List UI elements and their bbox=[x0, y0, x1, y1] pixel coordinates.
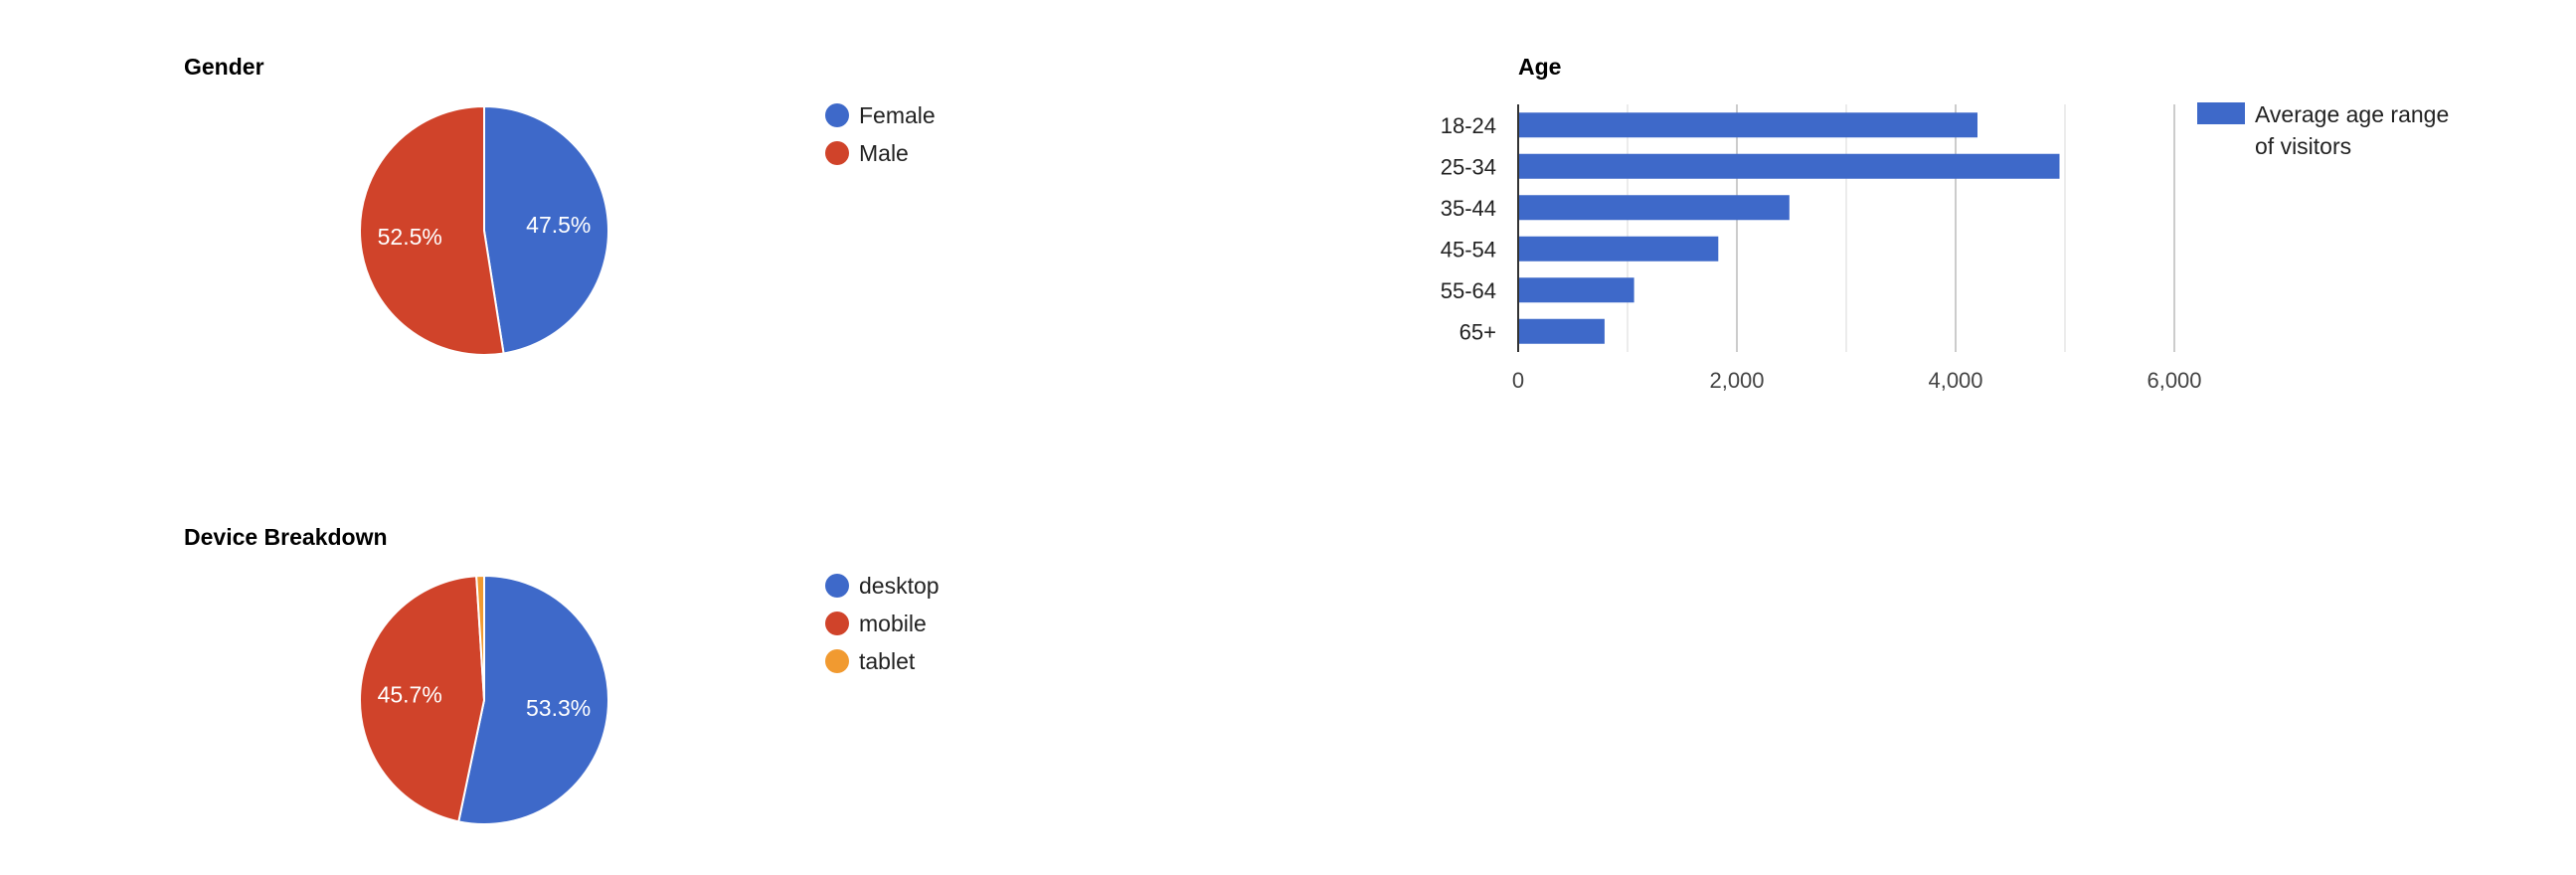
legend-label-tablet: tablet bbox=[859, 647, 916, 674]
device-chart-title: Device Breakdown bbox=[184, 524, 388, 550]
legend-label-desktop: desktop bbox=[859, 572, 940, 599]
category-label-18-24: 18-24 bbox=[1441, 113, 1496, 138]
gender-chart-title: Gender bbox=[184, 54, 264, 80]
category-label-25-34: 25-34 bbox=[1441, 154, 1496, 179]
legend-label-age: Average age range of visitors bbox=[2255, 98, 2449, 162]
x-tick-label: 6,000 bbox=[2147, 368, 2201, 393]
age-chart-title: Age bbox=[1518, 54, 1562, 80]
age-legend[interactable]: Average age range of visitors bbox=[2197, 98, 2466, 162]
gender-slice-label-Female: 47.5% bbox=[526, 212, 591, 238]
legend-label-male: Male bbox=[859, 139, 909, 166]
gender-slice-Male[interactable] bbox=[359, 104, 505, 356]
category-label-65+: 65+ bbox=[1460, 319, 1496, 344]
device-pie-chart: 53.3% 45.7% bbox=[359, 574, 609, 825]
gender-slice-label-Male: 52.5% bbox=[378, 224, 442, 250]
bar-45-54[interactable] bbox=[1518, 236, 1719, 262]
device-slice-desktop[interactable] bbox=[457, 574, 609, 825]
legend-swatch-age bbox=[2197, 102, 2245, 124]
legend-dot-female bbox=[825, 103, 849, 127]
device-slice-tablet[interactable] bbox=[475, 574, 485, 701]
device-slice-label-mobile: 45.7% bbox=[378, 682, 442, 708]
legend-item-female[interactable]: Female bbox=[825, 96, 936, 134]
legend-label-age-line2: of visitors bbox=[2255, 133, 2352, 159]
bar-18-24[interactable] bbox=[1518, 112, 1977, 138]
legend-dot-tablet bbox=[825, 649, 849, 673]
legend-item-tablet[interactable]: tablet bbox=[825, 642, 940, 680]
legend-dot-male bbox=[825, 141, 849, 165]
x-tick-label: 0 bbox=[1512, 368, 1524, 393]
device-slice-mobile[interactable] bbox=[359, 575, 486, 823]
device-legend: desktop mobile tablet bbox=[825, 567, 940, 680]
legend-dot-mobile bbox=[825, 612, 849, 635]
device-slice-label-desktop: 53.3% bbox=[526, 695, 591, 721]
category-label-35-44: 35-44 bbox=[1441, 196, 1496, 221]
x-tick-label: 2,000 bbox=[1709, 368, 1764, 393]
legend-item-desktop[interactable]: desktop bbox=[825, 567, 940, 605]
category-label-55-64: 55-64 bbox=[1441, 278, 1496, 303]
bar-55-64[interactable] bbox=[1518, 277, 1634, 303]
bar-35-44[interactable] bbox=[1518, 195, 1790, 221]
gender-legend: Female Male bbox=[825, 96, 936, 172]
legend-item-male[interactable]: Male bbox=[825, 134, 936, 172]
legend-item-mobile[interactable]: mobile bbox=[825, 605, 940, 642]
legend-label-age-line1: Average age range bbox=[2255, 101, 2450, 127]
x-tick-label: 4,000 bbox=[1928, 368, 1982, 393]
age-bar-chart: 0 2,000 4,000 6,000 18-24 25-34 35-44 45-54 55-6… bbox=[1441, 104, 2202, 393]
legend-dot-desktop bbox=[825, 574, 849, 598]
gender-pie-chart: 47.5% 52.5% bbox=[359, 104, 609, 356]
gender-slice-Female[interactable] bbox=[483, 104, 609, 355]
bar-65+[interactable] bbox=[1518, 318, 1605, 344]
legend-label-female: Female bbox=[859, 101, 936, 128]
legend-label-mobile: mobile bbox=[859, 610, 927, 636]
bar-25-34[interactable] bbox=[1518, 153, 2060, 179]
category-label-45-54: 45-54 bbox=[1441, 237, 1496, 262]
